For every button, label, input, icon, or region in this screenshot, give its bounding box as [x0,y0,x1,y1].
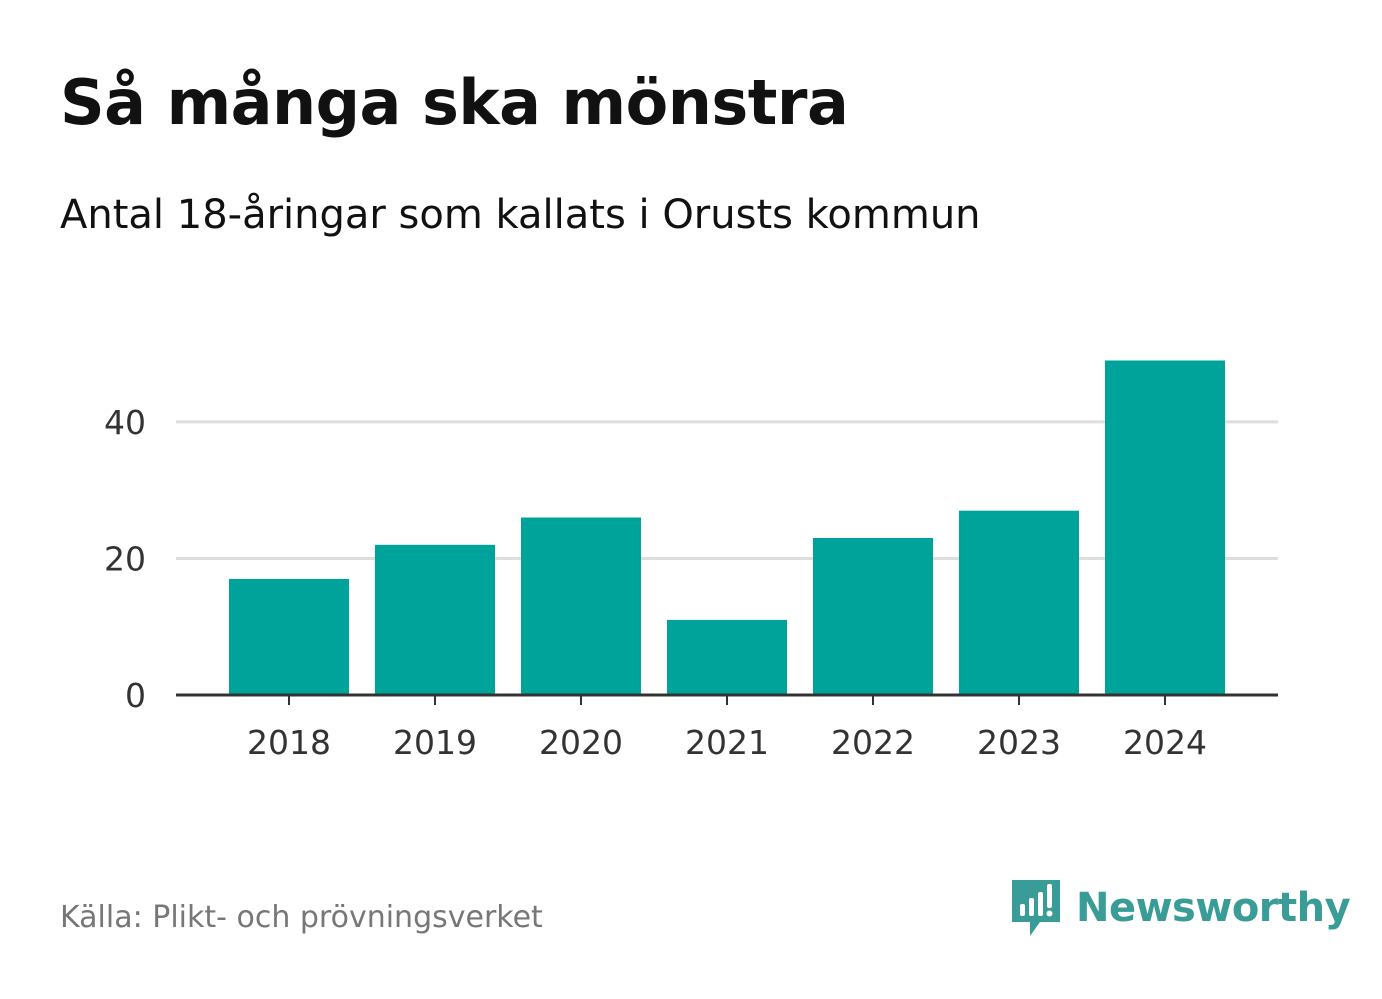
x-tick-label: 2019 [393,723,477,762]
y-tick-label: 20 [104,539,146,578]
y-tick-label: 40 [104,403,146,442]
bar-2022 [813,537,933,695]
x-tick-label: 2018 [247,723,331,762]
y-tick-label: 0 [125,676,146,715]
bar-2024 [1105,360,1225,695]
newsworthy-logo-icon [1012,880,1060,936]
axes [176,693,1278,705]
x-tick-label: 2021 [685,723,769,762]
bars [229,360,1225,695]
gridlines [176,420,1278,560]
brand-logo: Newsworthy [1010,878,1351,938]
x-tick-label: 2020 [539,723,623,762]
bar-2023 [959,510,1079,695]
tick-labels: 0 20 40 2018 2019 2020 2021 2022 2023 2024 [104,403,1207,762]
x-tick-label: 2024 [1123,723,1207,762]
brand-name: Newsworthy [1076,885,1351,931]
bar-2018 [229,578,349,695]
x-tick-label: 2022 [831,723,915,762]
bar-2020 [521,517,641,695]
x-tick-label: 2023 [977,723,1061,762]
bar-2021 [667,619,787,695]
chart-subtitle: Antal 18-åringar som kallats i Orusts ko… [60,192,981,238]
bar-2019 [375,544,495,695]
source-note: Källa: Plikt- och prövningsverket [60,900,543,935]
chart-title: Så många ska mönstra [60,66,849,139]
